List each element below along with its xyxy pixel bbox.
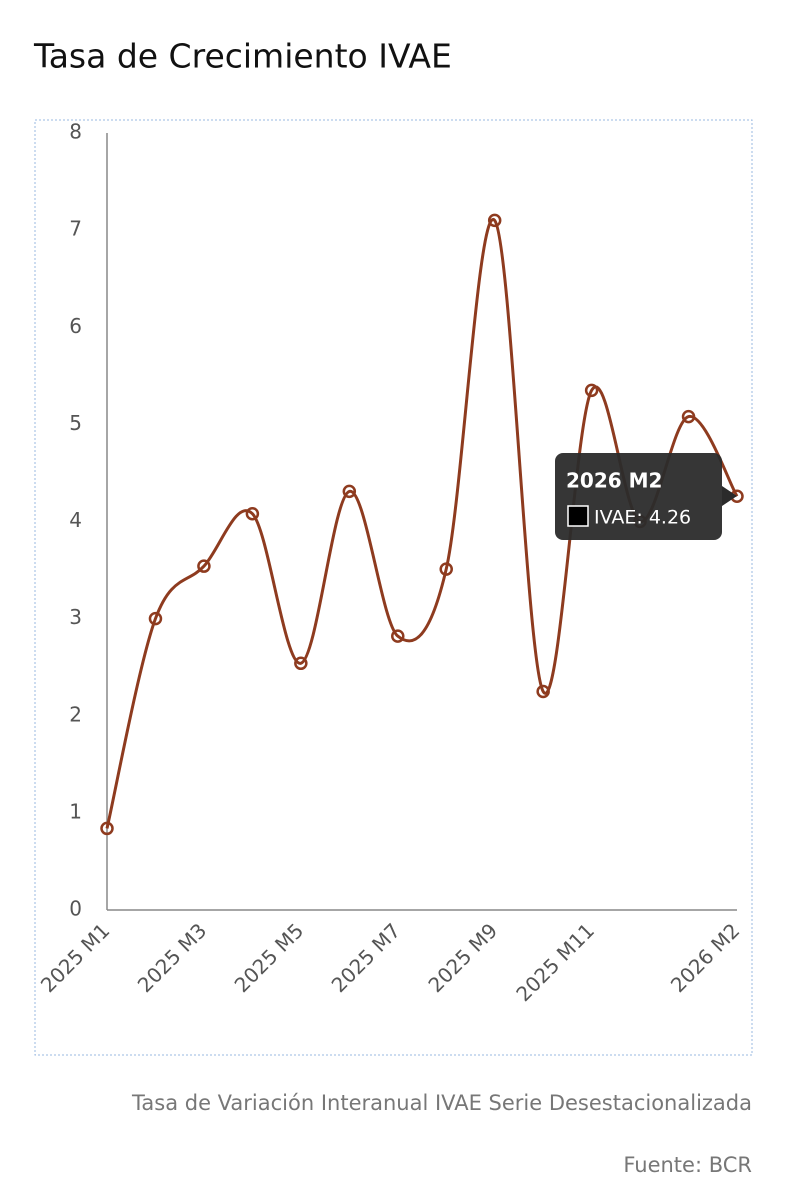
point	[536, 684, 550, 699]
y-tick-label: 7	[69, 217, 82, 241]
y-tick-label: 6	[69, 314, 82, 338]
tooltip-title: 2026 M2	[566, 469, 662, 493]
point	[197, 559, 211, 573]
caption: Tasa de Variación Interanual IVAE Serie …	[131, 1091, 752, 1115]
y-tick-label: 4	[69, 508, 82, 532]
tooltip-swatch	[567, 505, 589, 527]
tooltip: 2026 M2 IVAE: 4.26	[555, 453, 737, 540]
x-tick-label: 2025 M7	[327, 918, 406, 997]
point	[487, 213, 502, 228]
point	[391, 629, 405, 643]
point	[148, 611, 163, 626]
point	[681, 409, 696, 424]
x-tick-label: 2025 M1	[36, 918, 115, 997]
tooltip-arrow	[722, 486, 737, 506]
point	[584, 383, 599, 398]
point	[245, 506, 260, 521]
y-tick-label: 8	[69, 120, 82, 144]
x-tick-label: 2026 M2	[666, 918, 745, 997]
x-tick-label: 2025 M11	[511, 918, 599, 1006]
chart-title: Tasa de Crecimiento IVAE	[33, 37, 452, 76]
x-tick-label: 2025 M5	[230, 918, 309, 997]
y-tick-label: 1	[69, 799, 82, 823]
point	[294, 656, 308, 671]
y-tick-label: 2	[69, 702, 82, 726]
y-tick-label: 3	[69, 605, 82, 629]
y-tick-label: 0	[69, 897, 82, 921]
tooltip-box	[555, 453, 722, 540]
point	[100, 821, 114, 836]
x-tick-label: 2025 M9	[423, 918, 502, 997]
y-tick-label: 5	[69, 411, 82, 435]
line	[105, 218, 739, 829]
point	[342, 484, 357, 499]
source: Fuente: BCR	[623, 1153, 752, 1177]
x-tick-label: 2025 M3	[133, 918, 212, 997]
tooltip-text: IVAE: 4.26	[594, 507, 691, 529]
chart-frame	[34, 119, 753, 1056]
point	[439, 562, 453, 576]
